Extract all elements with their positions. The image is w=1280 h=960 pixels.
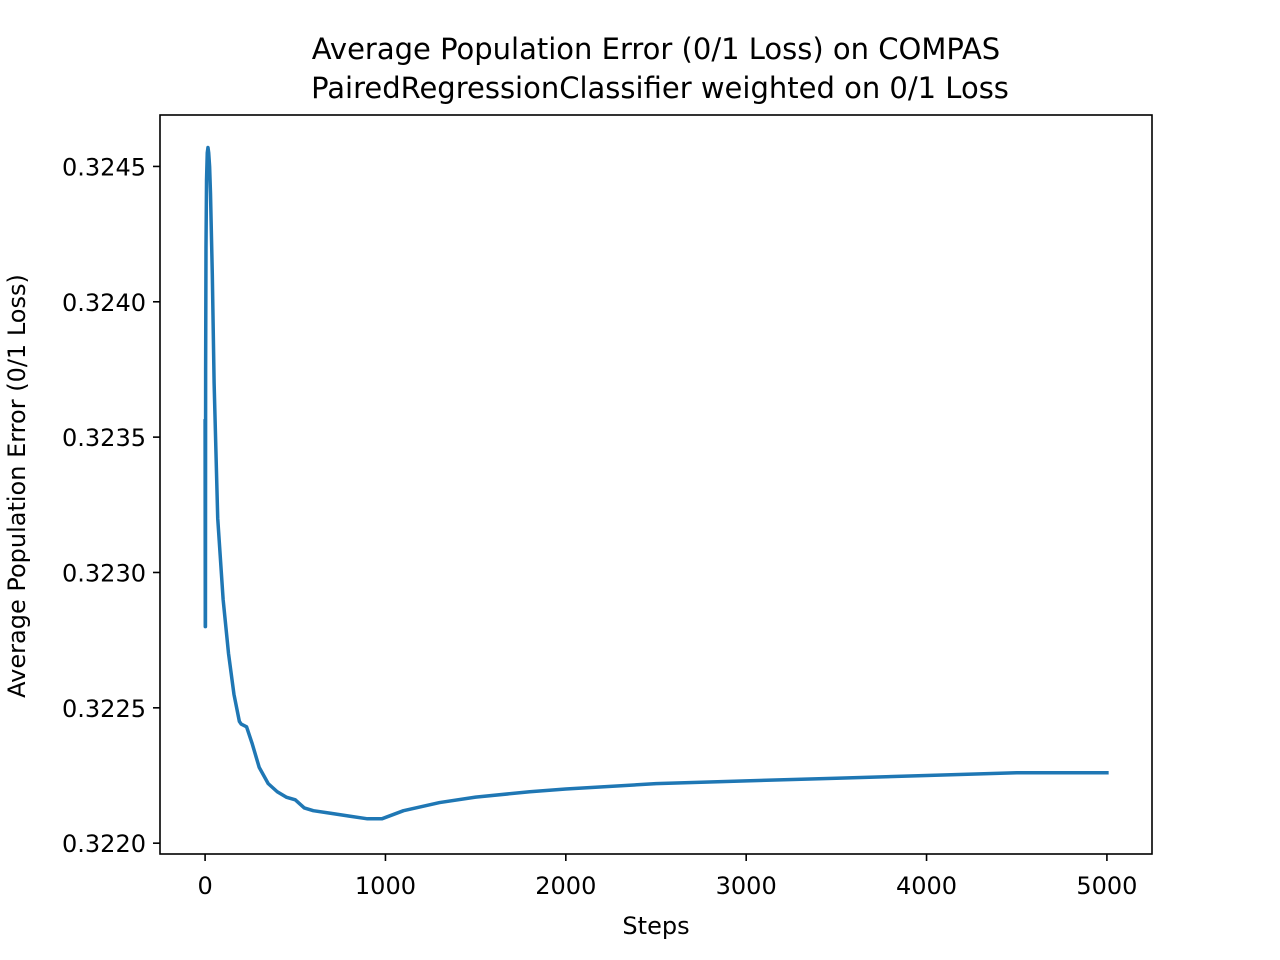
x-axis-label: Steps — [622, 912, 689, 940]
x-tick-label: 2000 — [535, 872, 596, 900]
y-tick-label: 0.3235 — [62, 424, 146, 452]
plot-frame — [159, 114, 1153, 855]
y-axis-label: Average Population Error (0/1 Loss) — [3, 274, 31, 698]
y-tick-label: 0.3240 — [62, 289, 146, 317]
y-tick-label: 0.3225 — [62, 695, 146, 723]
x-tick-label: 4000 — [896, 872, 957, 900]
y-tick-label: 0.3230 — [62, 559, 146, 587]
series-line-0 — [203, 145, 1109, 821]
x-tick-label: 1000 — [355, 872, 416, 900]
x-tick-label: 0 — [197, 872, 212, 900]
chart-subtitle: PairedRegressionClassifier weighted on 0… — [311, 71, 1009, 105]
chart-title: Average Population Error (0/1 Loss) on C… — [312, 32, 1000, 66]
y-tick-label: 0.3220 — [62, 830, 146, 858]
x-tick-label: 3000 — [716, 872, 777, 900]
plot-area: 0 1000 2000 3000 4000 5000 0.3220 0.3225 0.3230 0… — [62, 114, 1153, 900]
y-tick-label: 0.3245 — [62, 153, 146, 181]
x-tick-label: 5000 — [1076, 872, 1137, 900]
